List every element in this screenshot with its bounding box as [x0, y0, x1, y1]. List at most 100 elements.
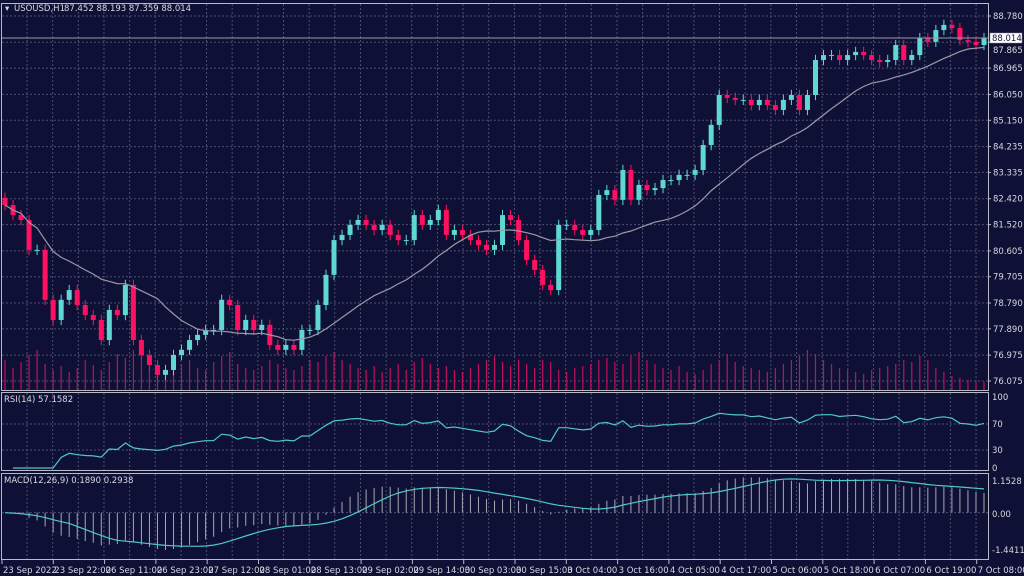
price-panel-frame	[1, 3, 989, 391]
candle-body	[925, 38, 931, 42]
candle-body	[98, 319, 104, 341]
candle-body	[572, 224, 578, 231]
price-tick-label: 86.050	[993, 90, 1023, 100]
candle-body	[933, 30, 939, 42]
macd-panel-frame	[1, 473, 989, 560]
candle-body	[379, 224, 385, 231]
price-tick-label: 83.335	[993, 168, 1023, 178]
candle-body	[877, 59, 883, 62]
candle-body	[283, 344, 289, 350]
current-price-box	[989, 32, 1023, 44]
time-tick-label: 28 Sep 13:00	[311, 566, 368, 576]
candle-body	[556, 224, 562, 291]
candle-body	[837, 55, 843, 60]
current-price-label: 88.014	[992, 34, 1022, 44]
candle-body	[331, 240, 337, 275]
candle-body	[612, 190, 618, 200]
candle-body	[114, 309, 120, 316]
price-tick-label: 76.075	[993, 377, 1023, 387]
candle-body	[965, 40, 971, 42]
candle-body	[957, 28, 963, 41]
candle-body	[299, 330, 305, 350]
rsi-tick-30: 30	[992, 446, 1003, 456]
candle-body	[532, 259, 538, 270]
candlesticks	[2, 19, 987, 380]
price-tick-label: 88.780	[993, 12, 1023, 22]
candle-body	[219, 299, 225, 331]
candle-body	[901, 45, 907, 60]
candle-body	[235, 305, 241, 331]
candle-body	[973, 41, 979, 46]
time-tick-label: 26 Sep 23:00	[157, 566, 214, 576]
candle-body	[203, 330, 209, 335]
price-tick-label: 80.605	[993, 247, 1023, 257]
macd-signal-line	[4, 478, 985, 547]
price-tick-label: 84.235	[993, 143, 1023, 153]
candle-body	[660, 180, 666, 189]
candle-body	[475, 240, 481, 245]
candle-body	[804, 95, 810, 110]
candle-body	[853, 51, 859, 56]
candle-body	[243, 319, 249, 331]
price-tick-label: 87.865	[993, 46, 1023, 56]
candle-body	[524, 240, 530, 260]
candle-body	[130, 284, 136, 341]
candle-body	[363, 219, 369, 225]
candle-body	[652, 188, 658, 191]
time-tick-label: 23 Sep 22:00	[54, 566, 111, 576]
candle-body	[395, 234, 401, 241]
time-tick-label: 4 Oct 17:00	[721, 566, 771, 576]
candle-body	[419, 215, 425, 225]
candle-body	[50, 299, 56, 320]
candle-body	[548, 284, 554, 291]
time-tick-label: 26 Sep 11:00	[106, 566, 163, 576]
dropdown-arrow-icon[interactable]: ▾	[5, 4, 10, 14]
candle-body	[42, 249, 48, 300]
candle-body	[291, 344, 297, 350]
candle-body	[636, 184, 642, 200]
candle-body	[708, 124, 714, 145]
candle-body	[748, 99, 754, 106]
time-tick-label: 30 Sep 03:00	[465, 566, 522, 576]
candle-body	[122, 284, 128, 316]
candle-body	[211, 330, 217, 332]
candle-body	[74, 290, 80, 306]
candle-body	[339, 234, 345, 241]
candle-body	[26, 219, 32, 250]
candle-body	[435, 209, 441, 220]
candle-body	[716, 95, 722, 125]
rsi-line	[13, 412, 985, 469]
time-tick-label: 5 Oct 06:00	[773, 566, 823, 576]
candle-body	[756, 99, 762, 106]
candle-body	[146, 355, 152, 366]
candle-body	[58, 299, 64, 320]
candle-body	[323, 274, 329, 306]
candle-body	[949, 24, 955, 29]
ohlc-label: 87.452 88.193 87.359 88.014	[64, 4, 191, 14]
candle-body	[692, 169, 698, 175]
macd-tick-min: -1.4411	[992, 546, 1024, 556]
candle-body	[427, 219, 433, 225]
candle-body	[443, 209, 449, 235]
candle-body	[869, 55, 875, 60]
candle-body	[483, 244, 489, 250]
candle-body	[2, 197, 8, 206]
candle-body	[492, 244, 497, 250]
candle-body	[796, 95, 802, 110]
candle-body	[371, 224, 377, 231]
candle-body	[981, 38, 987, 46]
candle-body	[516, 219, 522, 241]
price-tick-label: 79.705	[993, 273, 1023, 283]
candle-body	[564, 224, 570, 226]
candle-body	[917, 38, 923, 56]
candle-body	[90, 315, 96, 320]
time-tick-label: 3 Oct 04:00	[567, 566, 617, 576]
candle-body	[179, 349, 185, 356]
candle-body	[154, 365, 160, 375]
candle-body	[684, 174, 690, 176]
candle-body	[315, 305, 321, 331]
candle-body	[347, 224, 353, 235]
